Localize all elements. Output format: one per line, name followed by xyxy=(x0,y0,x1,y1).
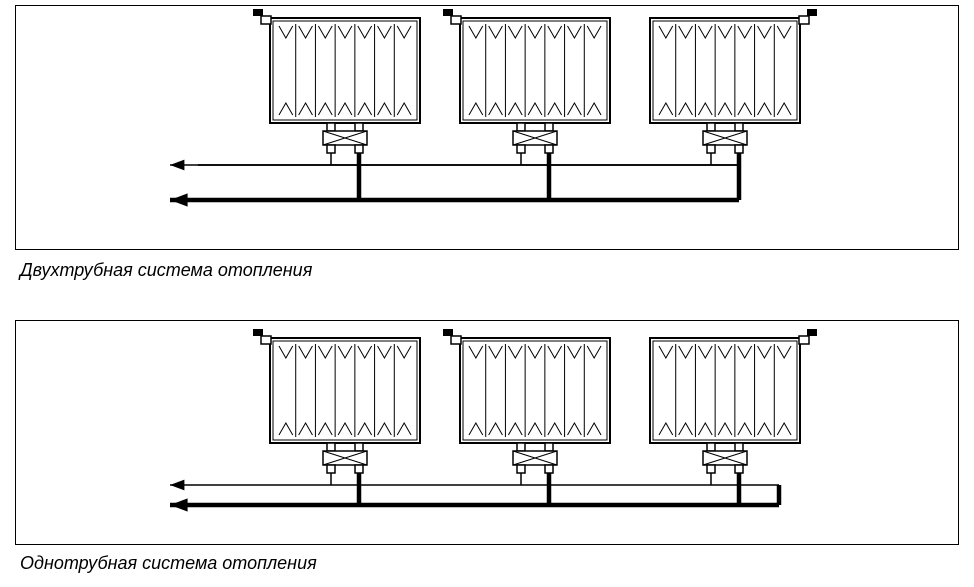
page: Двухтрубная система отопления Однотрубна… xyxy=(0,0,974,587)
diagram-svg xyxy=(0,0,974,587)
